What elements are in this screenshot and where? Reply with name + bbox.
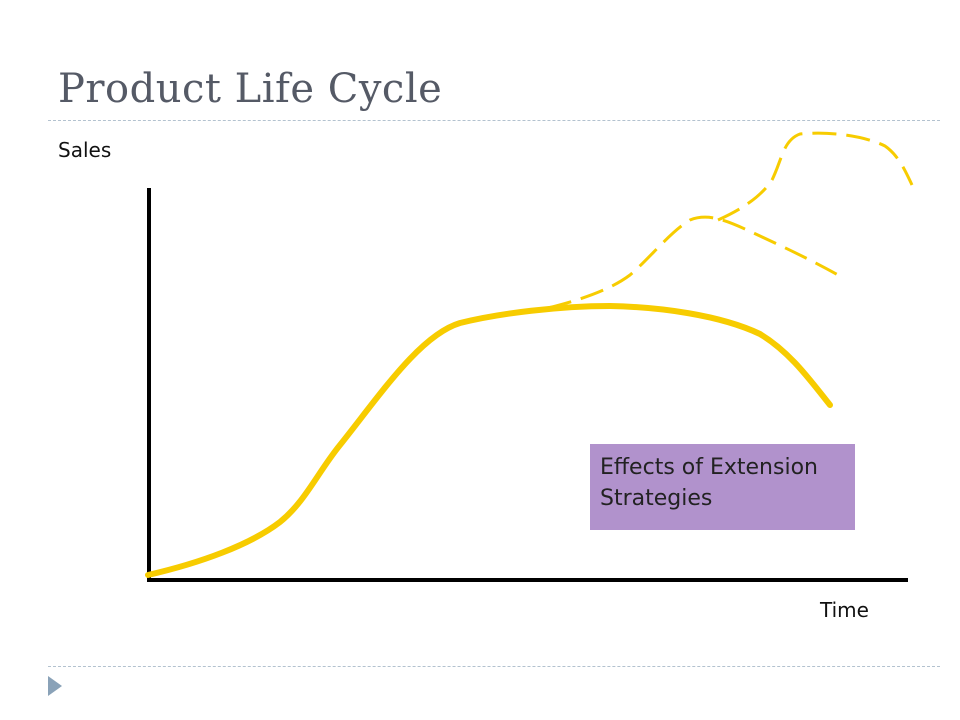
triangle-bullet-icon [48,676,62,696]
callout-line-1: Effects of Extension [600,455,818,480]
extension-curve-1 [547,215,839,310]
footer-divider [48,666,940,667]
callout-line-2: Strategies [600,486,713,511]
y-axis-label: Sales [58,138,112,162]
extension-curve-2 [717,131,914,222]
page-title: Product Life Cycle [58,66,443,112]
main-sales-curve [145,302,833,578]
extension-strategies-callout: Effects of Extension Strategies [590,444,855,530]
x-axis-label: Time [820,598,869,622]
title-divider [48,120,940,121]
